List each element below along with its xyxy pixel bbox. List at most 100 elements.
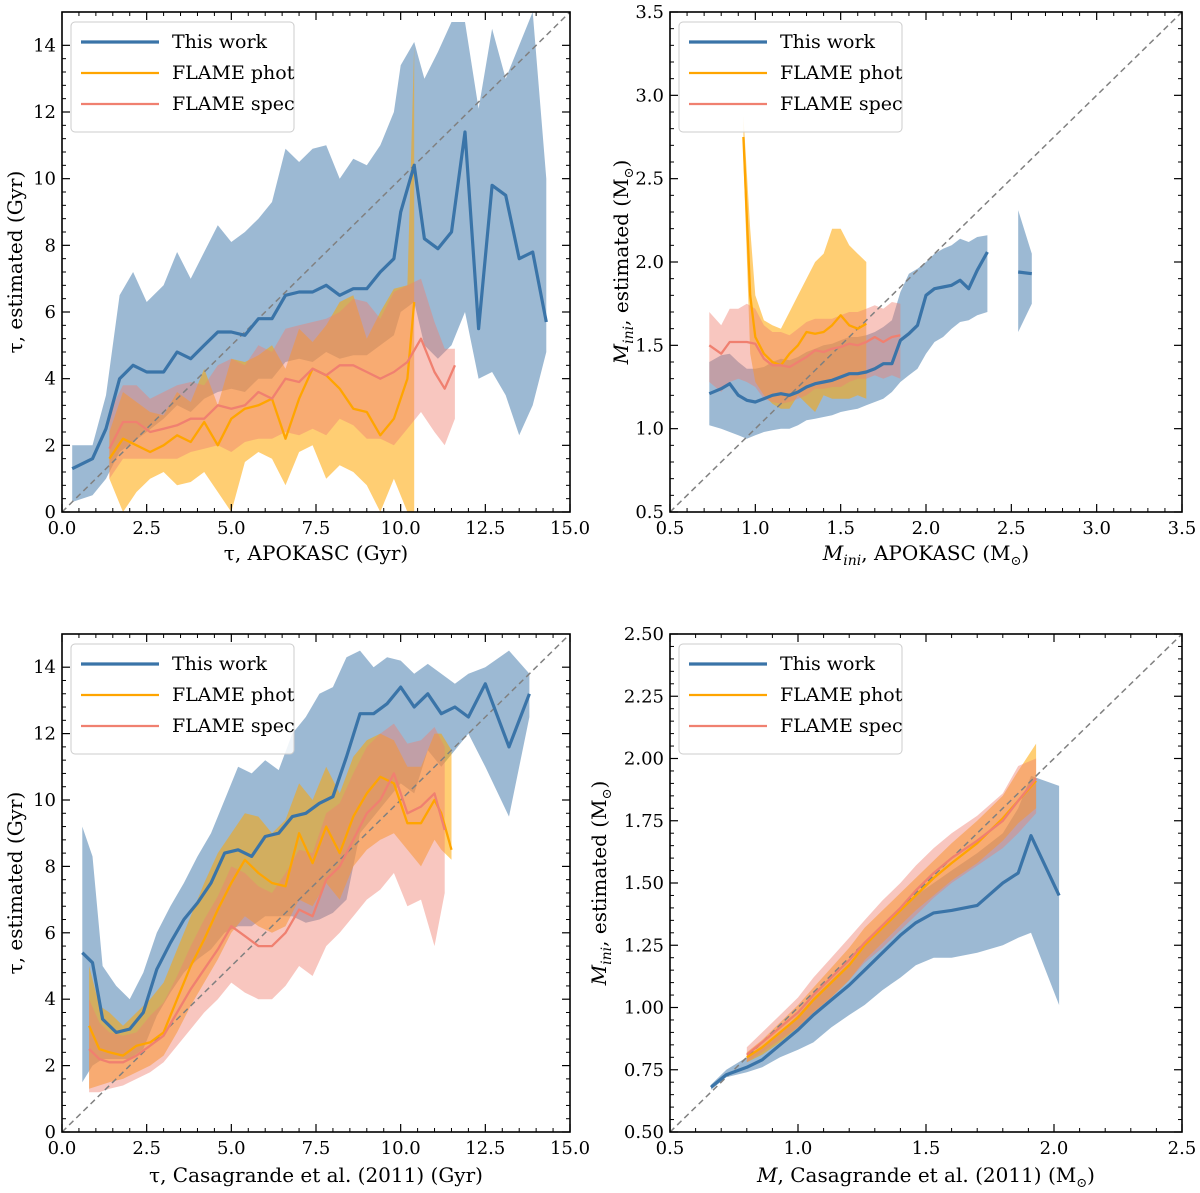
legend-label: FLAME phot <box>780 684 903 706</box>
y-tick-label: 2 <box>45 1056 56 1077</box>
y-axis-label: Mini, estimated (M⊙) <box>587 781 615 987</box>
y-tick-label: 1.75 <box>624 811 664 832</box>
x-label-sun: ⊙ <box>1010 554 1021 569</box>
legend-label: FLAME spec <box>172 715 295 737</box>
x-label-rest: , Casagrande et al. (2011) (M <box>778 1163 1077 1187</box>
y-label-close: ) <box>609 160 633 168</box>
y-tick-label: 12 <box>33 724 56 745</box>
x-tick-label: 0.5 <box>656 518 685 539</box>
band-flame-spec <box>89 723 445 1093</box>
x-tick-label: 0.5 <box>656 1138 685 1159</box>
legend-label: FLAME phot <box>780 62 903 84</box>
x-label-close: ) <box>1087 1163 1095 1187</box>
y-ticks: 0.5 1.0 1.5 2.0 2.5 3.0 3.5 <box>635 2 1182 523</box>
x-tick-label: 1.5 <box>826 518 855 539</box>
y-tick-label: 2.0 <box>635 252 664 273</box>
legend: This work FLAME phot FLAME spec <box>70 21 295 133</box>
y-label-var: M <box>587 964 611 986</box>
y-tick-label: 2.50 <box>624 624 664 645</box>
x-tick-label: 1.0 <box>741 518 770 539</box>
line-this-work <box>708 251 989 404</box>
y-tick-label: 14 <box>33 657 56 678</box>
band-this-work-high-mass-segment- <box>1018 210 1032 332</box>
y-label-close: ) <box>587 781 611 789</box>
y-label-var: M <box>609 343 633 365</box>
x-tick-label: 10.0 <box>381 1138 421 1159</box>
x-tick-label: 7.5 <box>302 1138 331 1159</box>
panel-mass-casagrande: 0.5 1.0 1.5 2.0 2.5 0.50 0.75 1.00 1.25 1.50 1.75 2… <box>587 624 1196 1191</box>
legend-label: FLAME spec <box>780 715 903 737</box>
x-tick-label: 12.5 <box>465 518 505 539</box>
x-tick-label: 1.0 <box>784 1138 813 1159</box>
y-tick-label: 3.0 <box>635 85 664 106</box>
legend: This work FLAME phot FLAME spec <box>70 643 295 755</box>
panel-age-casagrande: 0.0 2.5 5.0 7.5 10.0 12.5 15.0 0 2 4 6 8 10 12 14 τ, Ca… <box>3 633 590 1187</box>
plot-area <box>62 12 570 512</box>
line-flame-phot <box>88 775 453 1057</box>
x-ticks: 0.0 2.5 5.0 7.5 10.0 12.5 15.0 <box>48 12 590 539</box>
one-to-one-line <box>670 634 1182 1132</box>
line-this-work <box>81 682 531 1035</box>
band-flame-spec <box>746 758 1037 1063</box>
y-tick-label: 4 <box>45 989 56 1010</box>
line-this-work <box>71 130 548 471</box>
band-flame-phot <box>109 45 415 512</box>
band-flame-spec <box>109 278 455 479</box>
one-to-one-line <box>62 634 570 1132</box>
legend-label: This work <box>780 31 876 53</box>
line-flame-spec <box>108 337 456 450</box>
y-tick-label: 2.5 <box>635 169 664 190</box>
line-flame-phot <box>742 136 867 367</box>
y-label-rest: , estimated (M <box>609 178 633 325</box>
y-axis-label: τ, estimated (Gyr) <box>3 792 27 975</box>
y-label-sub: ini <box>621 326 637 344</box>
line-flame-phot <box>108 301 416 460</box>
band-flame-phot <box>746 743 1037 1063</box>
legend-label: FLAME spec <box>780 93 903 115</box>
y-tick-label: 10 <box>33 169 56 190</box>
y-label-sub: ini <box>599 947 615 965</box>
x-ticks: 0.5 1.0 1.5 2.0 2.5 <box>656 634 1196 1159</box>
x-ticks: 0.0 2.5 5.0 7.5 10.0 12.5 15.0 <box>48 634 590 1159</box>
x-tick-label: 7.5 <box>302 518 331 539</box>
y-tick-label: 2.00 <box>624 749 664 770</box>
x-ticks: 0.5 1.0 1.5 2.0 2.5 3.0 3.5 <box>656 12 1197 539</box>
x-tick-label: 3.5 <box>1168 518 1197 539</box>
x-axis-label: Mini, APOKASC (M⊙) <box>822 541 1029 569</box>
x-label-var: M <box>822 541 844 565</box>
legend: This work FLAME phot FLAME spec <box>678 643 903 755</box>
x-tick-label: 12.5 <box>465 1138 505 1159</box>
y-tick-label: 2.25 <box>624 686 664 707</box>
x-tick-label: 0.0 <box>48 1138 77 1159</box>
line-this-work <box>709 834 1061 1089</box>
y-tick-label: 1.25 <box>624 935 664 956</box>
line-this-work-high-mass-segment- <box>1018 270 1032 276</box>
x-axis-label: M, Casagrande et al. (2011) (M⊙) <box>756 1163 1095 1191</box>
x-tick-label: 2.0 <box>912 518 941 539</box>
panel-mass-apokasc: 0.5 1.0 1.5 2.0 2.5 3.0 3.5 0.5 1.0 1.5 2.0 2.5 3.0 3… <box>609 2 1196 569</box>
x-tick-label: 2.5 <box>132 518 161 539</box>
y-tick-label: 1.0 <box>635 419 664 440</box>
x-label-sub: ini <box>843 553 861 569</box>
panel-age-apokasc: 0.0 2.5 5.0 7.5 10.0 12.5 15.0 0 2 4 6 8 10 12 14 τ, AP… <box>3 11 590 565</box>
y-tick-label: 8 <box>45 856 56 877</box>
x-tick-label: 5.0 <box>217 518 246 539</box>
y-tick-label: 0 <box>45 1122 56 1143</box>
band-this-work <box>72 12 547 502</box>
legend-label: FLAME phot <box>172 62 295 84</box>
plot-area <box>62 634 570 1132</box>
y-tick-label: 1.5 <box>635 335 664 356</box>
plot-area <box>670 12 1182 512</box>
x-label-rest: , APOKASC (M <box>861 541 1010 565</box>
legend-label: This work <box>172 31 268 53</box>
band-flame-phot <box>743 115 867 413</box>
y-ticks: 0 2 4 6 8 10 12 14 <box>33 35 570 523</box>
y-tick-label: 6 <box>45 302 56 323</box>
y-tick-label: 4 <box>45 369 56 390</box>
y-tick-label: 14 <box>33 35 56 56</box>
y-ticks: 0 2 4 6 8 10 12 14 <box>33 657 570 1143</box>
x-tick-label: 2.5 <box>997 518 1026 539</box>
x-tick-label: 1.5 <box>912 1138 941 1159</box>
y-tick-label: 0.75 <box>624 1060 664 1081</box>
y-tick-label: 6 <box>45 923 56 944</box>
